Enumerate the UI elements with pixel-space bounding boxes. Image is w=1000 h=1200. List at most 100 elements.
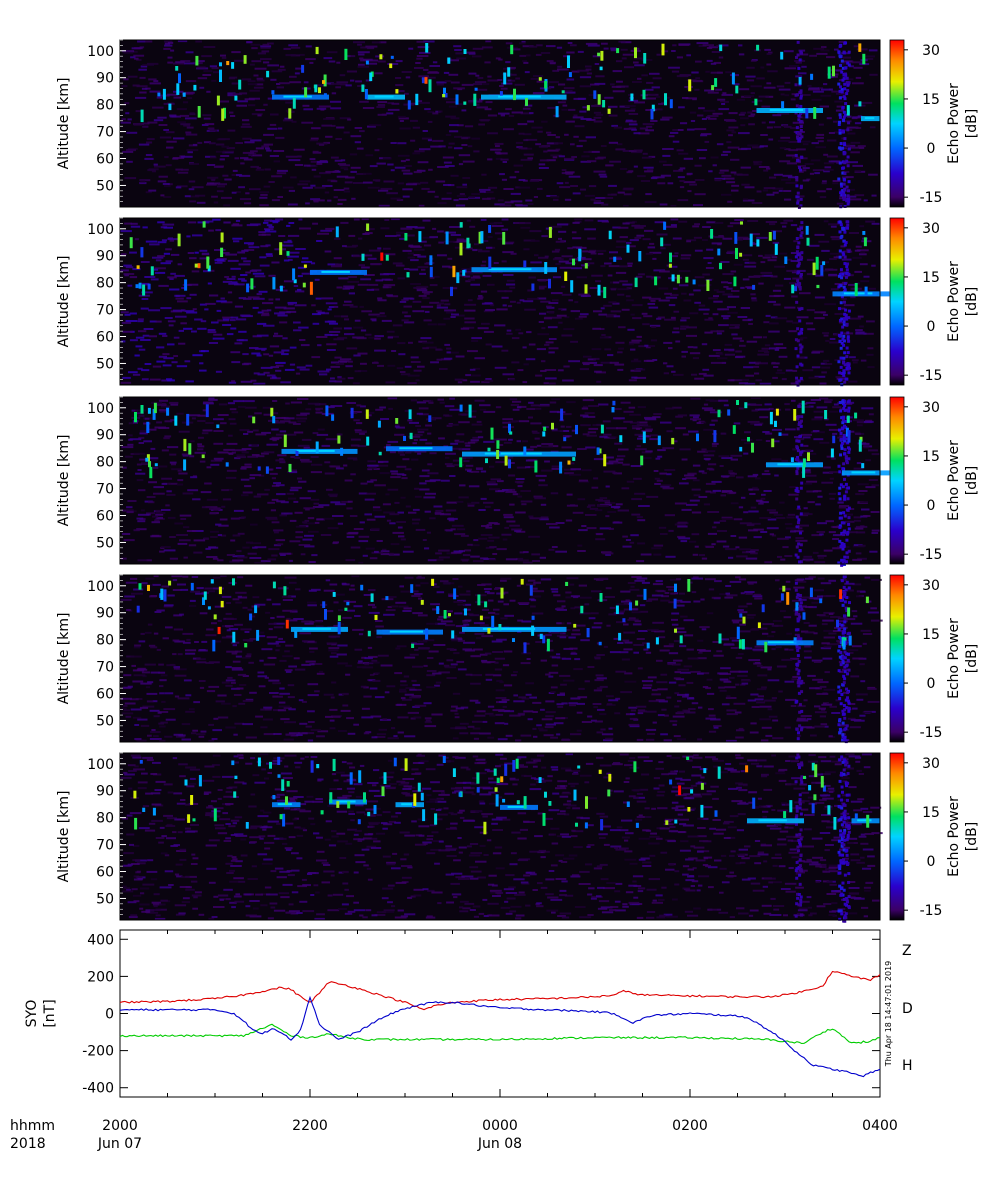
- y-tick-label: -400: [82, 1081, 114, 1097]
- y-tick-label: 80: [96, 98, 114, 114]
- x-tick-label: 2200: [292, 1118, 328, 1134]
- echo-layer-core-6: [857, 819, 872, 822]
- colorbar-tick-label: 15: [922, 92, 940, 108]
- colorbar-tick-label: 15: [922, 627, 940, 643]
- y-axis-unit: [nT]: [42, 999, 58, 1027]
- y-tick-label: 90: [96, 249, 114, 265]
- time-axis-labels: hhmm 2018 2000 Jun 07 2200 0000 Jun 08 0200 0400: [10, 1118, 898, 1152]
- colorbar-title: Echo Power: [946, 83, 962, 164]
- heatmap-panel-3: 50 60 70 80 90 100 Altitude [km] 30 15 0 -15 Echo P…: [56, 396, 980, 567]
- y-tick-label: -200: [82, 1044, 114, 1060]
- y-tick-label: 400: [87, 932, 114, 948]
- colorbar-tick-label: 15: [922, 805, 940, 821]
- y-axis-title: Altitude [km]: [56, 791, 72, 883]
- y-tick-label: 60: [96, 509, 114, 525]
- echo-layer-core-3: [401, 803, 416, 806]
- colorbar-tick-label: -15: [920, 190, 943, 206]
- colorbar-unit: [dB]: [964, 109, 980, 138]
- colorbar-tick-label: -15: [920, 725, 943, 741]
- echo-layer-core-1: [277, 803, 292, 806]
- y-tick-label: 100: [87, 222, 114, 238]
- colorbar-gradient: [889, 396, 905, 565]
- y-tick-label: 80: [96, 276, 114, 292]
- heatmap-frame: [119, 217, 881, 386]
- heatmap-panel-5: 50 60 70 80 90 100 Altitude [km] 30 15 0 -15 Echo P…: [56, 752, 980, 923]
- colorbar-tick-label: 30: [922, 756, 940, 772]
- colorbar: 30 15 0 -15 Echo Power [dB]: [889, 574, 980, 743]
- heatmap-background: [120, 753, 880, 920]
- y-tick-label: 0: [105, 1007, 114, 1023]
- y-tick-label: 200: [87, 969, 114, 985]
- y-axis-title: Altitude [km]: [56, 435, 72, 527]
- colorbar-unit: [dB]: [964, 466, 980, 495]
- echo-layer-core-3: [482, 627, 536, 630]
- colorbar-unit: [dB]: [964, 287, 980, 316]
- chart-panels: 50 60 70 80 90 100 Altitude [km] 30 15 0 -15 Echo P…: [56, 39, 980, 923]
- colorbar-tick-label: 0: [927, 319, 936, 335]
- echo-layer-core-5: [864, 117, 875, 120]
- y-axis-title: Altitude [km]: [56, 256, 72, 348]
- heatmap-noise: [121, 397, 880, 567]
- colorbar-tick-label: 0: [927, 498, 936, 514]
- x-tick-label: 2000: [102, 1118, 138, 1134]
- y-tick-label: 60: [96, 687, 114, 703]
- colorbar: 30 15 0 -15 Echo Power [dB]: [889, 752, 980, 921]
- colorbar: 30 15 0 -15 Echo Power [dB]: [889, 217, 980, 386]
- echo-layer-core-4: [777, 463, 806, 466]
- colorbar-tick-label: -15: [920, 547, 943, 563]
- echo-layer-core-4: [767, 641, 797, 644]
- x-axis-row-label: hhmm: [10, 1118, 55, 1134]
- echo-layer-core-2: [399, 447, 433, 450]
- series-line-Z: [119, 970, 881, 1011]
- heatmap-panel-1: 50 60 70 80 90 100 Altitude [km] 30 15 0 -15 Echo P…: [56, 39, 980, 209]
- y-tick-label: 50: [96, 356, 114, 372]
- series-label-H: H: [902, 1058, 913, 1074]
- timestamp: Thu Apr 18 14:47:01 2019: [884, 961, 893, 1068]
- echo-speckles: [140, 43, 866, 123]
- y-tick-label: 90: [96, 784, 114, 800]
- heatmap-panel-4: 50 60 70 80 90 100 Altitude [km] 30 15 0 -15 Echo P…: [56, 574, 980, 744]
- y-tick-label: 90: [96, 428, 114, 444]
- series-line-D: [119, 1023, 881, 1045]
- heatmap-frame: [119, 39, 881, 208]
- x-tick-label: 0200: [672, 1118, 708, 1134]
- echo-layer-core-2: [374, 95, 394, 98]
- echo-layer-core-4: [507, 805, 527, 808]
- y-tick-label: 70: [96, 303, 114, 319]
- line-frame: [119, 929, 881, 1098]
- y-tick-label: 60: [96, 152, 114, 168]
- y-axis-title: Altitude [km]: [56, 78, 72, 170]
- echo-layer-core-3: [843, 292, 873, 295]
- x-axis-year: 2018: [10, 1136, 46, 1152]
- y-tick-label: 50: [96, 891, 114, 907]
- y-tick-label: 50: [96, 178, 114, 194]
- y-tick-label: 60: [96, 330, 114, 346]
- y-tick-label: 100: [87, 757, 114, 773]
- magnetometer-panel: 400 200 0 -200 -400 SYO [nT] Z D H Thu Apr 18 14:4…: [24, 929, 913, 1098]
- colorbar-unit: [dB]: [964, 822, 980, 851]
- echo-layer-core-1: [321, 270, 350, 273]
- echo-layer-core-4: [769, 109, 804, 111]
- heatmap-frame: [119, 574, 881, 743]
- colorbar-title: Echo Power: [946, 796, 962, 877]
- colorbar-tick-label: 15: [922, 270, 940, 286]
- heatmap-noise: [120, 40, 878, 209]
- series-label-D: D: [902, 1001, 913, 1017]
- colorbar-tick-label: -15: [920, 903, 943, 919]
- echo-layer-core-2: [488, 268, 532, 271]
- y-tick-label: 80: [96, 455, 114, 471]
- x-tick-date: Jun 08: [477, 1136, 522, 1152]
- heatmap-noise: [120, 575, 883, 744]
- colorbar-tick-label: 30: [922, 578, 940, 594]
- colorbar-gradient: [889, 752, 905, 921]
- echo-layer-core-1: [302, 627, 331, 630]
- colorbar-title: Echo Power: [946, 440, 962, 521]
- colorbar-tick-label: 0: [927, 141, 936, 157]
- y-tick-label: 100: [87, 579, 114, 595]
- y-tick-label: 90: [96, 71, 114, 87]
- colorbar-gradient: [889, 574, 905, 743]
- colorbar-tick-label: 30: [922, 43, 940, 59]
- heatmap-frame: [119, 396, 881, 565]
- y-tick-label: 60: [96, 865, 114, 881]
